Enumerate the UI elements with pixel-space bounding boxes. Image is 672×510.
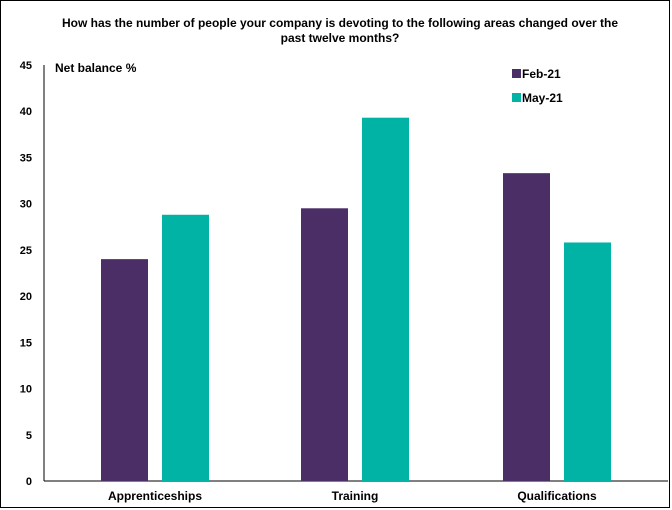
y-tick-label: 35 — [20, 152, 32, 164]
legend-label: Feb-21 — [522, 67, 561, 81]
category-labels: Apprenticeships Training Qualifications — [108, 489, 597, 503]
y-tick-label: 20 — [20, 291, 32, 303]
y-tick-labels: 0 5 10 15 20 25 30 35 40 45 — [20, 60, 32, 488]
chart-title: How has the number of people your compan… — [61, 16, 619, 45]
y-axis-label: Net balance % — [55, 61, 137, 75]
category-label: Apprenticeships — [108, 489, 202, 503]
y-tick-label: 45 — [20, 60, 32, 72]
legend-swatch — [512, 93, 521, 102]
y-tick-label: 25 — [20, 245, 32, 257]
category-label: Qualifications — [517, 489, 597, 503]
bar-feb-21-apprenticeships — [101, 259, 148, 481]
bar-may-21-qualifications — [564, 242, 611, 481]
legend: Feb-21 May-21 — [512, 67, 563, 105]
bar-may-21-training — [362, 117, 409, 482]
y-tick-label: 5 — [26, 430, 32, 442]
bar-may-21-apprenticeships — [162, 214, 209, 481]
bar-feb-21-qualifications — [503, 173, 550, 481]
bar-feb-21-training — [301, 208, 348, 482]
bars — [101, 117, 611, 482]
y-tick-label: 30 — [20, 199, 32, 211]
category-label: Training — [332, 489, 379, 503]
y-tick-label: 10 — [20, 384, 32, 396]
y-tick-label: 15 — [20, 337, 32, 349]
legend-label: May-21 — [522, 91, 563, 105]
y-tick-label: 0 — [26, 476, 32, 488]
y-tick-label: 40 — [20, 106, 32, 118]
legend-swatch — [512, 69, 521, 78]
